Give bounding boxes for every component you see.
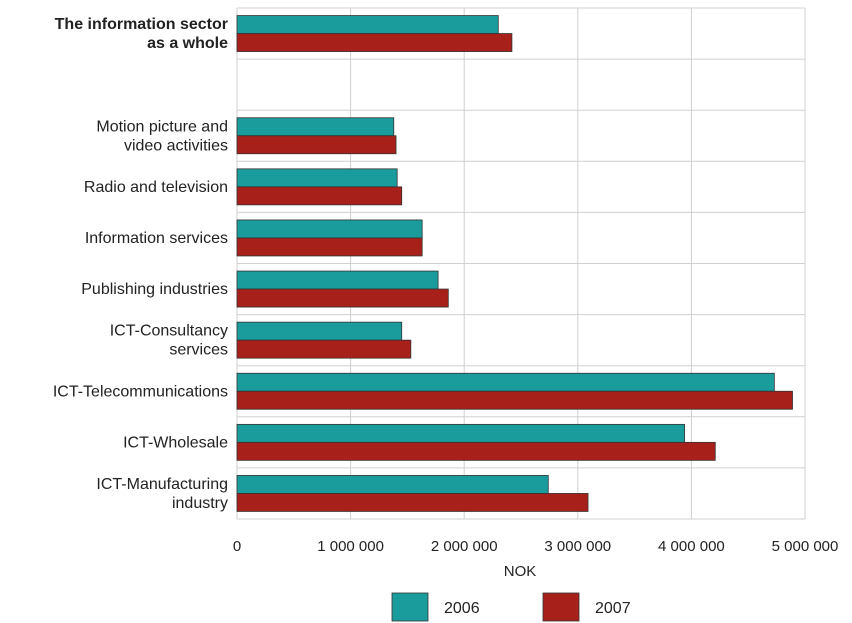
bar-2006: [236, 117, 395, 137]
bar-2007: [236, 237, 423, 257]
legend-label-2007: 2007: [595, 600, 631, 617]
category-label: Motion picture and video activities: [96, 118, 228, 154]
legend-label-2006: 2006: [444, 600, 480, 617]
category-label: Publishing industries: [81, 281, 228, 298]
x-tick-label: 5 000 000: [772, 538, 839, 555]
x-tick-label: 0: [233, 538, 241, 555]
bar-2007: [236, 390, 793, 410]
bar-2007: [236, 493, 589, 512]
bar-2007: [236, 339, 412, 359]
bar-2006: [236, 219, 423, 239]
bar-2006: [236, 372, 775, 392]
x-tick-label: 2 000 000: [431, 538, 498, 555]
bar-2006: [236, 168, 398, 188]
category-label: Information services: [85, 230, 228, 247]
legend-swatch-2006: [391, 592, 429, 622]
bar-2007: [236, 33, 513, 52]
bar-2006: [236, 423, 685, 443]
bar-2006: [236, 321, 403, 341]
bar-2007: [236, 186, 403, 206]
bar-2007: [236, 288, 449, 308]
bar-2006: [236, 475, 549, 494]
category-label: The information sector as a whole: [55, 16, 228, 52]
category-labels: The information sector as a whole Motion p…: [53, 16, 228, 512]
category-label: ICT-Manufacturing industry: [96, 476, 228, 512]
bar-2006: [236, 15, 499, 34]
category-label: ICT-Consultancy services: [110, 323, 228, 359]
category-label: Radio and television: [84, 179, 228, 196]
bar-2007: [236, 135, 397, 155]
category-label: ICT-Wholesale: [123, 434, 228, 451]
bar-2007: [236, 441, 716, 461]
legend: 2006 2007: [391, 592, 631, 622]
bar-2006: [236, 270, 439, 290]
x-tick-label: 1 000 000: [317, 538, 384, 555]
x-tick-label: 4 000 000: [658, 538, 725, 555]
legend-swatch-2007: [542, 592, 580, 622]
x-tick-labels: 0 1 000 000 2 000 000 3 000 000 4 000 000 5 0…: [233, 538, 839, 555]
x-axis-label: NOK: [504, 563, 537, 580]
grid-lines: [236, 7, 806, 520]
x-tick-label: 3 000 000: [544, 538, 611, 555]
category-label: ICT-Telecommunications: [53, 383, 228, 400]
bars: [236, 15, 793, 512]
